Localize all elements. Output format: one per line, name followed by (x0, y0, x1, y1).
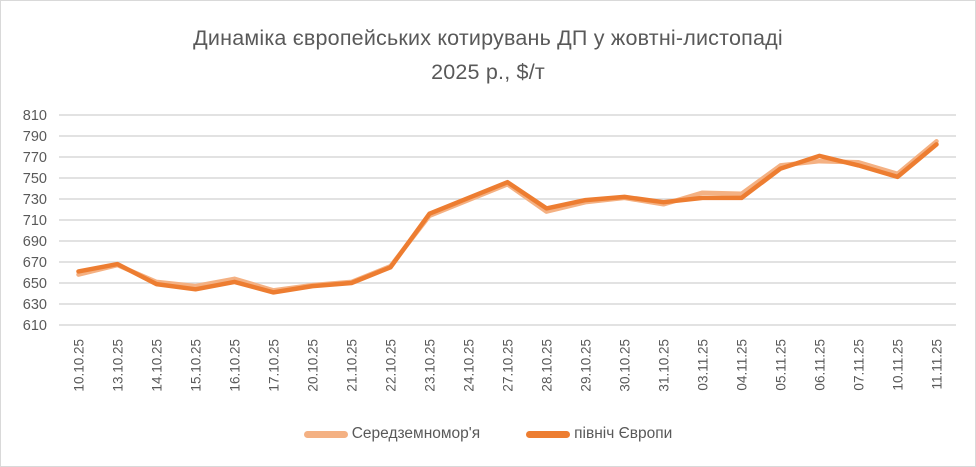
x-tick-label-03.11.25: 03.11.25 (696, 339, 711, 391)
y-tick-label-650: 650 (23, 276, 47, 292)
legend-label-mediterranean: Середземномор'я (351, 425, 481, 442)
series-dark-swatch-icon (526, 430, 571, 438)
x-tick-label-14.10.25: 14.10.25 (150, 339, 165, 392)
x-tick-label-31.10.25: 31.10.25 (657, 339, 672, 392)
chart-title-line2: 2025 р., $/т (431, 60, 545, 84)
x-tick-label-10.10.25: 10.10.25 (72, 339, 87, 392)
x-tick-label-24.10.25: 24.10.25 (462, 339, 477, 392)
x-tick-label-13.10.25: 13.10.25 (111, 339, 126, 392)
series-line-north-europe (76, 142, 939, 295)
y-tick-label-630: 630 (23, 297, 47, 313)
x-tick-label-04.11.25: 04.11.25 (735, 339, 750, 391)
x-tick-label-15.10.25: 15.10.25 (189, 339, 204, 392)
y-tick-label-770: 770 (23, 150, 47, 166)
y-tick-label-790: 790 (23, 129, 47, 145)
x-tick-label-27.10.25: 27.10.25 (501, 339, 516, 392)
y-tick-label-690: 690 (23, 234, 47, 250)
x-tick-label-20.10.25: 20.10.25 (306, 339, 321, 392)
line-chart-plot: 610 630 650 670 690 710 730 750 770 790 810 10.10.2… (23, 108, 956, 392)
x-tick-label-06.11.25: 06.11.25 (813, 339, 828, 391)
y-tick-label-610: 610 (23, 318, 47, 334)
y-tick-label-810: 810 (23, 108, 47, 124)
x-tick-label-30.10.25: 30.10.25 (618, 339, 633, 392)
x-tick-label-11.11.25: 11.11.25 (930, 339, 945, 390)
chart-title: Динаміка європейських котирувань ДП у жо… (1, 21, 975, 89)
x-tick-label-28.10.25: 28.10.25 (540, 339, 555, 392)
chart-legend: Середземномор'я північ Європи (1, 425, 975, 443)
x-tick-label-07.11.25: 07.11.25 (852, 339, 867, 391)
legend-item-north-europe: північ Європи (526, 425, 672, 443)
x-tick-label-16.10.25: 16.10.25 (228, 339, 243, 392)
x-tick-label-17.10.25: 17.10.25 (267, 339, 282, 392)
y-tick-label-750: 750 (23, 171, 47, 187)
y-tick-label-670: 670 (23, 255, 47, 271)
x-tick-label-10.11.25: 10.11.25 (891, 339, 906, 391)
chart-title-line1: Динаміка європейських котирувань ДП у жо… (193, 26, 783, 50)
x-tick-label-29.10.25: 29.10.25 (579, 339, 594, 392)
legend-item-mediterranean: Середземномор'я (303, 425, 481, 443)
series-light-swatch-icon (303, 430, 348, 438)
y-tick-label-710: 710 (23, 213, 47, 229)
x-tick-label-21.10.25: 21.10.25 (345, 339, 360, 392)
x-tick-label-23.10.25: 23.10.25 (423, 339, 438, 392)
y-tick-label-730: 730 (23, 192, 47, 208)
x-tick-label-05.11.25: 05.11.25 (774, 339, 789, 391)
series-line-mediterranean (76, 139, 939, 293)
x-tick-label-22.10.25: 22.10.25 (384, 339, 399, 392)
legend-label-north-europe: північ Європи (574, 425, 673, 442)
